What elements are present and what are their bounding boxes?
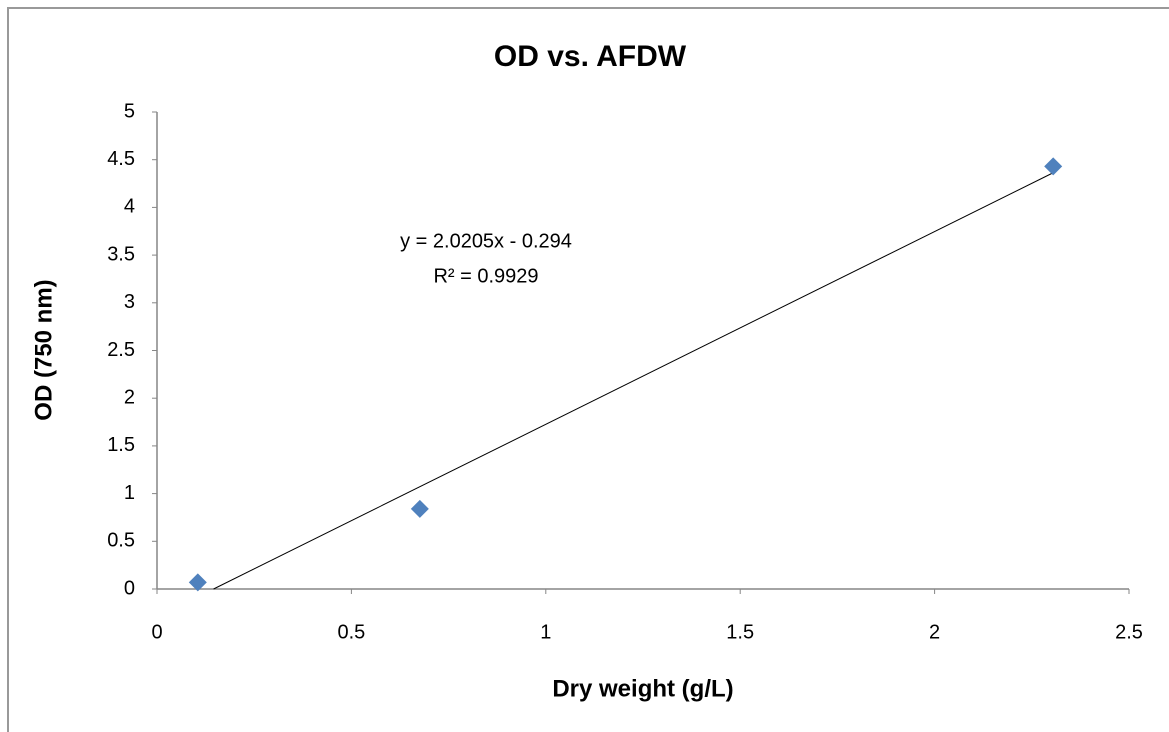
y-tick-label: 1.5 (107, 434, 135, 456)
y-tick-label: 0.5 (107, 530, 135, 552)
chart-frame (7, 7, 1169, 732)
trendline-r2: R² = 0.9929 (433, 265, 538, 287)
data-point (188, 573, 207, 592)
trendline (213, 172, 1054, 590)
x-tick-label: 2 (929, 621, 940, 643)
y-tick-label: 4.5 (107, 148, 135, 170)
y-tick-label: 0 (124, 577, 135, 599)
x-tick-label: 2.5 (1115, 621, 1143, 643)
x-tick-label: 0 (151, 621, 162, 643)
y-tick-label: 2 (124, 386, 135, 408)
x-tick-label: 0.5 (337, 621, 365, 643)
y-tick-label: 3.5 (107, 243, 135, 265)
y-tick-label: 3 (124, 291, 135, 313)
y-tick-label: 2.5 (107, 339, 135, 361)
data-point (410, 499, 429, 518)
y-tick-label: 1 (124, 482, 135, 504)
y-tick-label: 4 (124, 196, 135, 218)
data-point (1044, 157, 1063, 176)
x-axis-title: Dry weight (g/L) (552, 675, 733, 702)
trendline-equation: y = 2.0205x - 0.294 (400, 230, 572, 252)
y-axis-title: OD (750 nm) (30, 279, 57, 420)
x-tick-label: 1.5 (726, 621, 754, 643)
y-tick-label: 5 (124, 100, 135, 122)
chart-title: OD vs. AFDW (494, 40, 687, 73)
x-tick-label: 1 (540, 621, 551, 643)
